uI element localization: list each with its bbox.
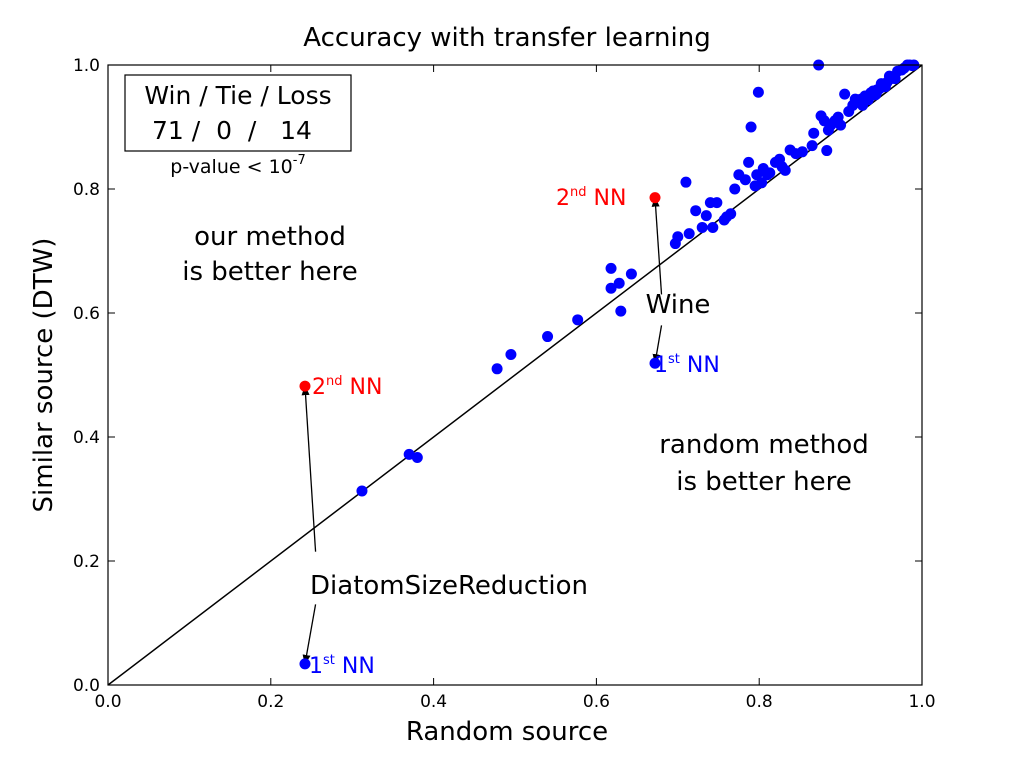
data-point-85 xyxy=(299,658,311,670)
wine-1st-nn-num: 1 xyxy=(654,353,668,378)
data-point-21 xyxy=(711,197,723,209)
wine-2nd-nn-sup: nd xyxy=(570,185,587,200)
data-point-6 xyxy=(572,314,584,326)
data-point-43 xyxy=(796,146,808,158)
diatom-1st-nn-num: 1 xyxy=(309,654,323,679)
random-method-line2: is better here xyxy=(676,467,851,497)
data-point-13 xyxy=(672,231,684,243)
y-tick-label-4: 0.8 xyxy=(73,180,100,200)
wine-1st-nn-label: 1st NN xyxy=(654,352,720,378)
data-point-2 xyxy=(411,451,423,463)
our-method-line1: our method xyxy=(194,222,346,252)
data-point-55 xyxy=(839,88,851,100)
data-point-5 xyxy=(542,331,554,343)
y-tick-label-5: 1.0 xyxy=(73,56,100,76)
data-point-29 xyxy=(745,121,757,133)
x-tick-label-2: 0.4 xyxy=(420,692,447,712)
wine-2nd-nn-num: 2 xyxy=(556,186,570,211)
diatom-1st-nn-suffix: NN xyxy=(335,654,375,679)
data-point-14 xyxy=(680,176,692,188)
annotation-arrow-2 xyxy=(651,196,663,295)
diatom-1st-nn-label: 1st NN xyxy=(309,653,375,679)
summary-values: 71 / 0 / 14 xyxy=(152,116,312,145)
pvalue-label: p-value < 10-7 xyxy=(170,153,305,178)
data-point-54 xyxy=(835,119,847,131)
y-axis-label: Similar source (DTW) xyxy=(29,238,59,513)
diatom-2nd-nn-num: 2 xyxy=(312,375,326,400)
data-point-45 xyxy=(808,127,820,139)
highlight-point-0 xyxy=(299,380,311,392)
wine-2nd-nn-label: 2nd NN xyxy=(556,185,626,211)
data-point-24 xyxy=(725,208,737,220)
annotation-arrow-0 xyxy=(301,385,317,552)
annotation-arrow-3 xyxy=(652,325,663,365)
x-tick-label-1: 0.2 xyxy=(257,692,284,712)
our-method-line2: is better here xyxy=(182,257,357,287)
diatom-2nd-nn-label: 2nd NN xyxy=(312,374,382,400)
x-axis-label: Random source xyxy=(406,717,608,747)
highlight-point-1 xyxy=(649,192,661,204)
wine-1st-nn-sup: st xyxy=(668,352,680,367)
dataset-label-wine: Wine xyxy=(646,290,711,320)
dataset-label-diatom: DiatomSizeReduction xyxy=(310,571,588,601)
y-tick-label-3: 0.6 xyxy=(73,304,100,324)
data-point-8 xyxy=(605,282,617,294)
data-point-16 xyxy=(690,205,702,217)
data-point-33 xyxy=(756,177,768,189)
data-point-44 xyxy=(806,140,818,152)
data-point-7 xyxy=(605,262,617,274)
data-point-86 xyxy=(649,357,661,369)
data-point-20 xyxy=(707,221,719,233)
wine-1st-nn-suffix: NN xyxy=(680,353,720,378)
summary-box xyxy=(124,74,352,152)
data-point-17 xyxy=(696,221,708,233)
diatom-1st-nn-sup: st xyxy=(323,653,335,668)
pvalue-exponent: -7 xyxy=(293,153,306,168)
data-point-9 xyxy=(613,277,625,289)
data-point-11 xyxy=(625,268,637,280)
y-tick-label-0: 0.0 xyxy=(73,676,100,696)
data-point-15 xyxy=(683,228,695,240)
data-point-32 xyxy=(752,86,764,98)
data-point-27 xyxy=(739,174,751,186)
data-point-28 xyxy=(743,156,755,168)
chart-title: Accuracy with transfer learning xyxy=(303,23,710,53)
random-method-line1: random method xyxy=(659,430,869,460)
summary-header: Win / Tie / Loss xyxy=(144,81,331,110)
diatom-2nd-nn-suffix: NN xyxy=(343,375,383,400)
data-point-10 xyxy=(615,305,627,317)
pvalue-base: p-value < 10 xyxy=(170,156,292,178)
data-point-83 xyxy=(857,99,869,111)
data-point-0 xyxy=(356,485,368,497)
data-point-4 xyxy=(505,349,517,361)
data-point-18 xyxy=(700,210,712,222)
wine-2nd-nn-suffix: NN xyxy=(587,186,627,211)
y-tick-label-1: 0.2 xyxy=(73,552,100,572)
x-tick-label-4: 0.8 xyxy=(746,692,773,712)
plot-frame xyxy=(107,64,923,686)
diatom-2nd-nn-sup: nd xyxy=(326,374,343,389)
x-tick-label-0: 0.0 xyxy=(94,692,121,712)
data-point-84 xyxy=(870,87,882,99)
x-tick-label-3: 0.6 xyxy=(583,692,610,712)
data-point-36 xyxy=(764,167,776,179)
y-tick-label-2: 0.4 xyxy=(73,428,100,448)
data-point-3 xyxy=(491,363,503,375)
annotation-arrow-1 xyxy=(302,604,317,665)
data-point-40 xyxy=(779,164,791,176)
data-point-25 xyxy=(729,183,741,195)
x-tick-label-5: 1.0 xyxy=(908,692,935,712)
data-point-49 xyxy=(821,145,833,157)
